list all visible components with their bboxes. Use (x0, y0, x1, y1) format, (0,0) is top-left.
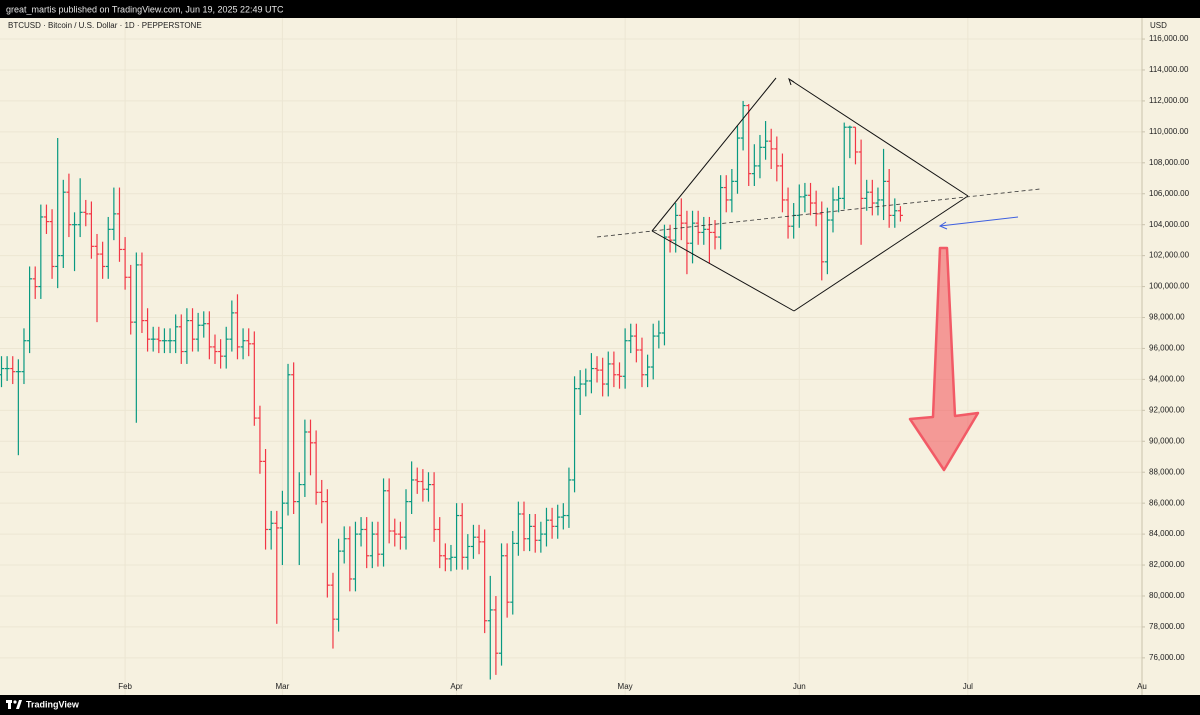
header-text: great_martis published on TradingView.co… (6, 4, 284, 14)
y-tick-label: 80,000.00 (1149, 591, 1185, 600)
trend-line (651, 77, 777, 232)
y-tick-label: 116,000.00 (1149, 34, 1189, 43)
logo-part (16, 700, 22, 709)
header-bar (0, 0, 1200, 18)
x-tick-label: Apr (450, 682, 463, 691)
chart-title: BTCUSD · Bitcoin / U.S. Dollar · 1D · PE… (8, 21, 202, 30)
y-tick-label: 84,000.00 (1149, 529, 1185, 538)
brand-logo (6, 700, 22, 709)
y-tick-label: 78,000.00 (1149, 622, 1185, 631)
x-tick-label: May (618, 682, 633, 691)
y-tick-label: 110,000.00 (1149, 127, 1189, 136)
blue-arrow-head (938, 221, 948, 230)
x-tick-label: Au (1137, 682, 1147, 691)
y-tick-label: 82,000.00 (1149, 560, 1185, 569)
y-tick-label: 106,000.00 (1149, 189, 1190, 198)
x-tick-label: Feb (118, 682, 132, 691)
dashed-line (596, 188, 1041, 238)
price-axis (1142, 18, 1200, 695)
price-bars (0, 100, 903, 680)
trend-line (793, 195, 969, 312)
trend-line (651, 230, 795, 312)
x-axis: Feb Mar Apr May Jun Jul Au (118, 682, 1147, 691)
chart-background (0, 18, 1200, 695)
footer-bar (0, 695, 1200, 715)
logo-part (8, 700, 11, 709)
x-tick-label: Mar (276, 682, 290, 691)
arrow-head (788, 77, 795, 86)
y-tick-label: 108,000.00 (1149, 158, 1190, 167)
y-tick-label: 92,000.00 (1149, 405, 1185, 414)
drawings (596, 77, 1041, 472)
y-tick-label: 102,000.00 (1149, 251, 1190, 260)
logo-part (13, 700, 17, 704)
y-tick-label: 96,000.00 (1149, 344, 1185, 353)
red-arrow (908, 246, 980, 472)
y-tick-label: 86,000.00 (1149, 498, 1185, 507)
footer-brand: TradingView (26, 699, 80, 709)
y-tick-label: 76,000.00 (1149, 653, 1185, 662)
y-axis: 76,000.00 78,000.00 80,000.00 82,000.00 84,0… (1142, 34, 1190, 662)
x-tick-label: Jul (963, 682, 973, 691)
y-tick-label: 90,000.00 (1149, 436, 1185, 445)
y-tick-label: 104,000.00 (1149, 220, 1190, 229)
x-tick-label: Jun (793, 682, 806, 691)
y-tick-label: 100,000.00 (1149, 282, 1190, 291)
trend-line (788, 78, 969, 197)
y-tick-label: 112,000.00 (1149, 96, 1189, 105)
blue-arrow (939, 216, 1019, 227)
currency-label: USD (1150, 21, 1167, 30)
y-tick-label: 94,000.00 (1149, 375, 1185, 384)
y-tick-label: 88,000.00 (1149, 467, 1185, 476)
y-tick-label: 98,000.00 (1149, 313, 1185, 322)
y-tick-label: 114,000.00 (1149, 65, 1189, 74)
